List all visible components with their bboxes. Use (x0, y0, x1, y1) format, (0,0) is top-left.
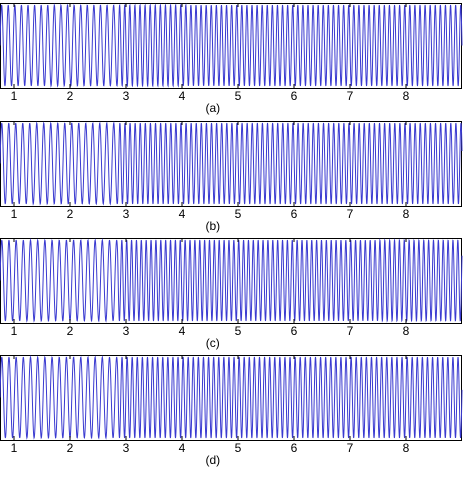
x-tick-label: 1 (11, 441, 18, 455)
panel-label: (c) (206, 336, 220, 350)
x-tick-label: 2 (67, 207, 74, 221)
panel-c: 1 2 3 4 5 6 7 8 (c) (0, 238, 463, 350)
signal-line (0, 3, 463, 88)
signal-line (0, 238, 463, 323)
x-tick-label: 6 (291, 89, 298, 103)
x-tick-label: 5 (235, 89, 242, 103)
plot-frame (0, 121, 462, 207)
x-tick-label: 4 (179, 324, 186, 338)
x-tick-label: 1 (11, 89, 18, 103)
signal-line (0, 355, 463, 440)
signal-line (0, 121, 463, 206)
panel-a: 1 2 3 4 5 6 7 8 (a) (0, 3, 463, 115)
x-tick-label: 7 (347, 207, 354, 221)
x-tick-label: 7 (347, 89, 354, 103)
x-tick-label: 1 (11, 207, 18, 221)
panel-label: (a) (205, 101, 220, 115)
x-tick-label: 5 (235, 207, 242, 221)
x-tick-label: 6 (291, 207, 298, 221)
x-tick-label: 8 (403, 207, 410, 221)
x-tick-label: 4 (179, 441, 186, 455)
x-tick-label: 8 (403, 441, 410, 455)
x-tick-label: 8 (403, 89, 410, 103)
x-tick-label: 3 (123, 324, 130, 338)
x-tick-label: 3 (123, 207, 130, 221)
x-tick-label: 5 (235, 324, 242, 338)
x-tick-label: 7 (347, 441, 354, 455)
panel-label: (b) (205, 219, 220, 233)
panel-d: 1 2 3 4 5 6 7 8 (d) (0, 355, 463, 467)
x-tick-label: 3 (123, 89, 130, 103)
x-tick-label: 2 (67, 324, 74, 338)
x-tick-label: 4 (179, 207, 186, 221)
x-tick-label: 1 (11, 324, 18, 338)
panel-b: 1 2 3 4 5 6 7 8 (b) (0, 121, 463, 233)
x-tick-label: 7 (347, 324, 354, 338)
x-tick-label: 8 (403, 324, 410, 338)
x-tick-label: 3 (123, 441, 130, 455)
x-tick-label: 2 (67, 89, 74, 103)
x-tick-label: 4 (179, 89, 186, 103)
x-tick-label: 6 (291, 324, 298, 338)
plot-frame (0, 3, 462, 89)
x-tick-label: 5 (235, 441, 242, 455)
x-tick-label: 6 (291, 441, 298, 455)
x-tick-label: 2 (67, 441, 74, 455)
panel-label: (d) (205, 453, 220, 467)
